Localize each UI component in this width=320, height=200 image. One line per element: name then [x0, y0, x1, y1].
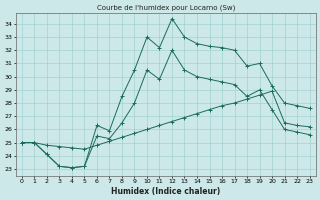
X-axis label: Humidex (Indice chaleur): Humidex (Indice chaleur): [111, 187, 220, 196]
Title: Courbe de l'humidex pour Locarno (Sw): Courbe de l'humidex pour Locarno (Sw): [97, 4, 235, 11]
